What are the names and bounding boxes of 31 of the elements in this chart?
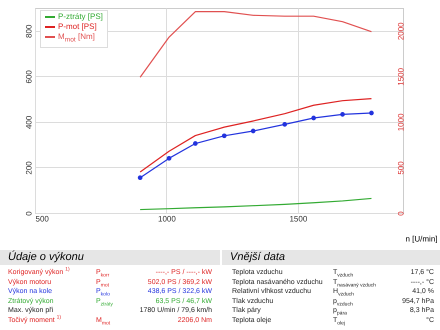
legend-label: P-ztráty [PS]: [57, 12, 103, 22]
point: [138, 175, 142, 180]
legend-label: M$_{mot}$ [Nm]: [57, 32, 96, 46]
y-tick-label: 800: [24, 24, 34, 38]
y-tick-label: 400: [24, 115, 34, 130]
line-series: [140, 198, 372, 210]
text: Vnější data: [222, 250, 440, 265]
line-series: [140, 11, 372, 78]
point: [311, 116, 316, 120]
point: [282, 122, 288, 127]
y2-tick-label: 0: [396, 210, 406, 216]
x-tick-label: 500: [36, 214, 50, 224]
y2-tick-label: 2000: [396, 22, 406, 40]
point: [193, 141, 198, 146]
legend-label: P-mot [PS]: [57, 22, 98, 32]
point: [250, 128, 256, 134]
y2-tick-label: 1500: [396, 67, 406, 86]
y2-tick-label: 1000: [396, 112, 406, 132]
point: [222, 133, 227, 138]
x-tick-label: 1500: [289, 214, 308, 224]
point: [340, 112, 345, 117]
x-axis-title: n [U/min]: [405, 234, 438, 244]
text: Údaje o výkonu: [0, 250, 220, 265]
y-tick-label: 200: [24, 160, 34, 175]
point: [166, 156, 172, 161]
y2-tick-label: 500: [396, 160, 406, 175]
y-tick-label: 0: [24, 210, 34, 216]
y-tick-label: 600: [24, 70, 34, 84]
line-series: [140, 98, 372, 173]
point: [369, 110, 374, 116]
x-tick-label: 1000: [158, 214, 176, 224]
